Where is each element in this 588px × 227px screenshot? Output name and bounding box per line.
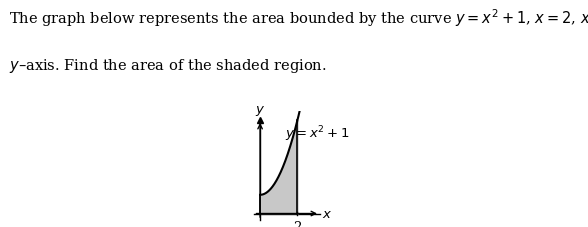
Text: $y$–axis. Find the area of the shaded region.: $y$–axis. Find the area of the shaded re… — [9, 57, 326, 75]
Text: 2: 2 — [293, 220, 302, 227]
Text: The graph below represents the area bounded by the curve $y=x^{2}+1$, $x=2$, $x$: The graph below represents the area boun… — [9, 7, 588, 28]
Text: $y$: $y$ — [255, 104, 265, 118]
Text: $y = x^2 +1$: $y = x^2 +1$ — [285, 124, 350, 143]
Text: $x$: $x$ — [322, 207, 332, 220]
